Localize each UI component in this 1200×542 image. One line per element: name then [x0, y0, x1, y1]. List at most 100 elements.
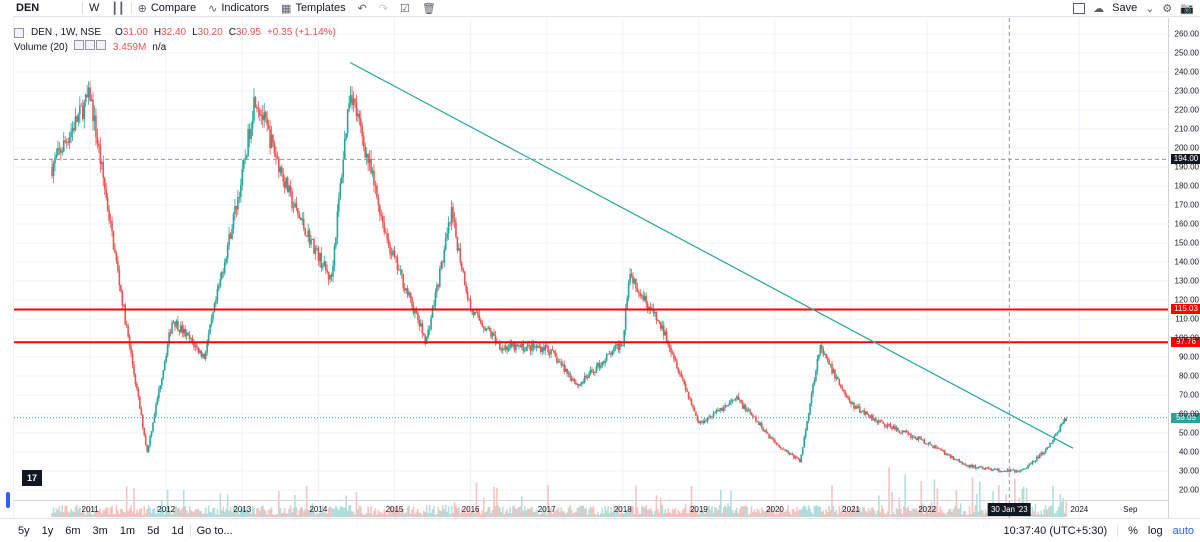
volume-bar: [444, 504, 447, 517]
volume-bar: [212, 508, 214, 517]
snapshot-check-button[interactable]: ☑: [394, 0, 416, 16]
volume-bar: [611, 512, 614, 517]
candle-body: [408, 292, 410, 296]
candle-body: [383, 222, 386, 233]
candle-body: [635, 278, 637, 289]
goto-button[interactable]: Go to...: [196, 524, 233, 537]
volume-bar: [891, 491, 893, 517]
delete-button[interactable]: 🗑: [416, 0, 442, 16]
range-1d[interactable]: 1d: [171, 524, 184, 537]
candle-body: [532, 343, 535, 348]
redo-button[interactable]: ↷: [373, 0, 394, 16]
undo-button[interactable]: ↶: [352, 0, 373, 16]
volume-bar: [832, 505, 835, 517]
volume-bar: [427, 513, 429, 517]
compare-button[interactable]: ⊕ Compare: [132, 0, 202, 16]
candle-body: [910, 433, 912, 438]
volume-bar: [358, 505, 361, 517]
volume-bar: [804, 506, 807, 517]
volume-bar: [895, 507, 898, 517]
candle-body: [662, 325, 665, 336]
camera-icon[interactable]: 📷: [1180, 2, 1194, 15]
range-3m[interactable]: 3m: [92, 524, 108, 537]
candle-body: [270, 134, 273, 149]
price-axis[interactable]: 194.00 115.03 97.76 58.05 260.00 250.00 24…: [1168, 18, 1200, 518]
candle-body: [813, 380, 816, 385]
collapse-toolbar-handle[interactable]: [6, 492, 10, 508]
volume-bar: [681, 509, 684, 517]
candle-body: [703, 420, 706, 424]
volume-bar: [417, 508, 419, 517]
candle-body: [929, 442, 931, 445]
range-5y[interactable]: 5y: [18, 524, 30, 537]
candle-body: [336, 211, 339, 238]
volume-bar: [848, 508, 851, 517]
candle-body: [279, 167, 282, 173]
volume-bar: [450, 505, 453, 517]
price-chart[interactable]: [14, 18, 1168, 518]
volume-bar: [338, 509, 340, 517]
volume-bar: [998, 485, 1000, 517]
candle-body: [826, 358, 829, 360]
candle-body: [180, 325, 182, 332]
symbol-search-button[interactable]: DEN: [0, 0, 82, 16]
gear-icon[interactable]: [84, 40, 95, 50]
candle-body: [945, 453, 947, 455]
volume-bar: [253, 508, 255, 517]
volume-bar: [522, 510, 525, 517]
tradingview-logo[interactable]: 17: [22, 470, 42, 486]
volume-controls[interactable]: [73, 40, 107, 55]
log-toggle[interactable]: log: [1147, 524, 1163, 537]
interval-button[interactable]: W: [83, 0, 105, 16]
volume-bar: [270, 507, 273, 517]
percent-toggle[interactable]: %: [1128, 524, 1138, 537]
candle-body: [753, 416, 756, 418]
clock-label[interactable]: 10:37:40 (UTC+5:30): [1003, 524, 1108, 537]
templates-button[interactable]: ▦ Templates: [275, 0, 352, 16]
candle-body: [459, 248, 462, 263]
cloud-icon[interactable]: ☁: [1093, 2, 1105, 15]
gear-icon[interactable]: ⚙: [1162, 2, 1173, 15]
volume-bar: [317, 514, 320, 517]
volume-bar: [651, 510, 653, 517]
indicators-button[interactable]: ∿ Indicators: [202, 0, 275, 16]
volume-bar: [191, 511, 194, 517]
time-axis[interactable]: 30 Jan '23 2011 2012 2013 2014 2015 2016 2017 2…: [14, 500, 1168, 519]
candle-body: [444, 237, 447, 250]
volume-bar: [957, 509, 959, 517]
eye-icon[interactable]: [73, 40, 84, 50]
volume-bar: [1052, 485, 1054, 517]
volume-bar: [1055, 512, 1057, 517]
candle-body: [878, 420, 880, 423]
chart-style-button[interactable]: ┃┃: [105, 0, 130, 16]
volume-bar: [580, 505, 583, 517]
chevron-down-icon[interactable]: ⌄: [1145, 2, 1155, 15]
range-1y[interactable]: 1y: [41, 524, 54, 537]
collapse-legend-icon[interactable]: [14, 28, 24, 38]
candle-body: [681, 376, 684, 380]
candle-body: [200, 350, 203, 357]
range-6m[interactable]: 6m: [65, 524, 81, 537]
volume-bar: [273, 514, 276, 517]
candle-body: [122, 304, 125, 306]
candle-body: [1050, 442, 1053, 444]
range-5d[interactable]: 5d: [147, 524, 160, 537]
candle-body: [68, 136, 71, 144]
auto-toggle[interactable]: auto: [1172, 524, 1194, 537]
volume-bar: [752, 511, 754, 517]
candle-body: [841, 387, 844, 390]
candle-body: [749, 409, 751, 413]
candle-body: [171, 322, 173, 334]
candle-body: [443, 249, 446, 263]
close-icon[interactable]: [95, 40, 106, 50]
volume-bar: [739, 508, 741, 517]
range-1m[interactable]: 1m: [119, 524, 136, 537]
volume-bar: [302, 511, 305, 517]
candle-body: [769, 437, 772, 439]
fullscreen-icon[interactable]: [1073, 2, 1086, 14]
candle-body: [844, 390, 846, 396]
save-button[interactable]: Save: [1112, 2, 1138, 14]
volume-bar: [174, 506, 176, 517]
candle-body: [998, 468, 1000, 472]
volume-bar: [408, 505, 410, 517]
